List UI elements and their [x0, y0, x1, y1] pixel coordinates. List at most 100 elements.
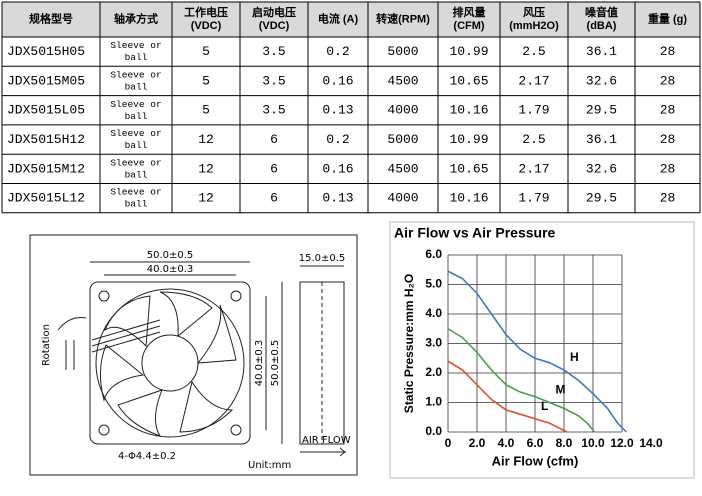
header-bg	[2, 2, 700, 37]
table-cell: 3.5	[262, 73, 285, 88]
table-cell: 28	[660, 191, 676, 206]
table-cell: 2.5	[522, 44, 545, 59]
y-tick-label: 3.0	[425, 336, 442, 350]
x-tick-label: 12.0	[610, 436, 634, 450]
unit-label: Unit:mm	[248, 460, 291, 471]
table-cell: Sleeve or	[110, 157, 161, 168]
dim-label: 50.0±0.5	[270, 340, 281, 387]
table-cell: JDX5015M05	[7, 73, 85, 88]
dim-label: 40.0±0.3	[147, 264, 194, 275]
table-cell: 29.5	[586, 103, 617, 118]
table-cell: 28	[660, 132, 676, 147]
fan-hub	[141, 334, 199, 392]
mount-hole	[98, 290, 110, 302]
series-label: M	[556, 383, 566, 397]
column-header: 轴承方式	[114, 11, 158, 25]
table-cell: 5000	[387, 44, 418, 59]
column-header: 噪音值	[585, 5, 618, 19]
column-header: 电流 (A)	[318, 11, 359, 25]
lead-ends	[65, 340, 75, 370]
column-header: 转速(RPM)	[376, 11, 430, 25]
table-cell: 10.99	[449, 44, 488, 59]
table-cell: Sleeve or	[110, 128, 161, 139]
table-cell: 2.5	[522, 132, 545, 147]
y-tick-label: 1.0	[425, 395, 442, 409]
y-tick-label: 0.0	[425, 424, 442, 438]
x-tick-label: 6.0	[527, 436, 544, 450]
table-cell: Sleeve or	[110, 187, 161, 198]
dim-label: 15.0±0.5	[299, 253, 346, 264]
table-cell: 4500	[387, 73, 418, 88]
mount-hole	[230, 290, 242, 302]
table-cell: 28	[660, 44, 676, 59]
table-cell: 10.99	[449, 132, 488, 147]
table-cell: JDX5015H12	[7, 132, 85, 147]
table-cell: 12	[198, 132, 214, 147]
table-cell: 28	[660, 103, 676, 118]
table-cell: 5	[202, 103, 210, 118]
table-cell: 10.16	[449, 103, 488, 118]
table-cell: Sleeve or	[110, 99, 161, 110]
table-cell: JDX5015H05	[7, 44, 85, 59]
table-cell: 0.2	[326, 132, 349, 147]
x-tick-label: 14.0	[639, 436, 663, 450]
column-header: (VDC)	[259, 20, 290, 32]
column-header: 重量 (g)	[648, 11, 687, 25]
table-cell: 28	[660, 161, 676, 176]
column-header: 工作电压	[184, 5, 228, 19]
table-cell: 36.1	[586, 44, 617, 59]
table-cell: 6	[270, 191, 278, 206]
table-cell: 5000	[387, 132, 418, 147]
column-header: 启动电压	[252, 5, 296, 19]
rotation-label: Rotation	[41, 324, 52, 366]
mount-hole	[98, 424, 110, 436]
table-cell: ball	[125, 111, 148, 122]
table-cell: JDX5015L12	[7, 191, 85, 206]
x-tick-label: 0	[445, 436, 452, 450]
table-cell: 5	[202, 73, 210, 88]
dim-label: 50.0±0.5	[147, 250, 194, 261]
column-header: 排风量	[453, 5, 486, 19]
drawing-frame	[29, 234, 358, 476]
table-cell: 10.65	[449, 73, 488, 88]
series-line	[447, 270, 627, 433]
series-line	[447, 360, 568, 433]
y-tick-label: 4.0	[425, 306, 442, 320]
table-cell: JDX5015M12	[7, 161, 85, 176]
series-line	[447, 328, 596, 433]
table-cell: ball	[125, 52, 148, 63]
table-cell: 12	[198, 191, 214, 206]
table-cell: 4000	[387, 191, 418, 206]
y-tick-label: 6.0	[425, 247, 442, 261]
y-axis-label: Static Pressure:mm H₂O	[402, 274, 416, 413]
x-axis-label: Air Flow (cfm)	[492, 453, 579, 468]
fan-front	[89, 281, 251, 445]
table-cell: 4500	[387, 161, 418, 176]
series-label: H	[570, 350, 579, 364]
table-cell: ball	[125, 169, 148, 180]
table-cell: 6	[270, 161, 278, 176]
y-tick-label: 5.0	[425, 277, 442, 291]
table-cell: 0.16	[322, 73, 353, 88]
x-tick-label: 8.0	[556, 436, 573, 450]
table-cell: 0.16	[322, 161, 353, 176]
table-cell: 32.6	[586, 73, 617, 88]
chart-frame	[389, 221, 695, 479]
table-cell: 12	[198, 161, 214, 176]
table-cell: 5	[202, 44, 210, 59]
column-header: 风压	[523, 5, 545, 19]
column-header: (VDC)	[191, 20, 222, 32]
dim-label: 40.0±0.3	[254, 340, 265, 387]
holes-label: 4-Φ4.4±0.2	[118, 451, 176, 462]
airflow-arrow	[300, 447, 347, 457]
table-cell: 0.13	[322, 103, 353, 118]
chart-title: Air Flow vs Air Pressure	[394, 225, 556, 241]
fan-drawing: 50.0±0.5 40.0±0.3 15.0±0.5 40.0±0.3 50.0…	[29, 234, 358, 476]
column-header: (mmH2O)	[509, 20, 559, 32]
mount-hole	[230, 424, 242, 436]
table-cell: 1.79	[518, 103, 549, 118]
airflow-label: AIR FLOW	[302, 435, 351, 446]
x-tick-label: 4.0	[498, 436, 515, 450]
table-cell: ball	[125, 140, 148, 151]
